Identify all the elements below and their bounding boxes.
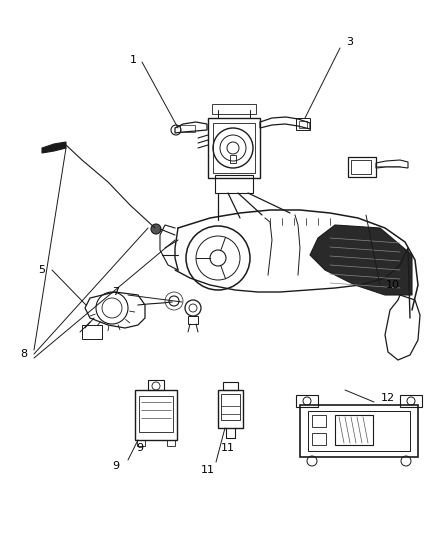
Text: 10: 10 <box>386 280 400 290</box>
Bar <box>188 316 198 324</box>
Text: 12: 12 <box>381 393 395 403</box>
Bar <box>300 405 418 457</box>
Bar <box>218 390 243 428</box>
Bar <box>296 395 318 407</box>
Bar <box>351 160 371 174</box>
Bar <box>148 380 164 390</box>
Bar <box>230 155 236 163</box>
Bar <box>208 118 260 178</box>
Text: 11: 11 <box>221 443 235 453</box>
Bar <box>308 411 410 451</box>
Bar <box>400 395 422 407</box>
Text: 7: 7 <box>113 287 120 297</box>
Text: 9: 9 <box>137 443 144 453</box>
Bar <box>137 440 145 446</box>
Bar <box>299 121 307 128</box>
Bar <box>213 123 255 173</box>
Bar <box>212 104 256 114</box>
Bar <box>296 118 310 130</box>
Bar <box>82 325 102 339</box>
Bar <box>312 433 326 445</box>
Text: 5: 5 <box>39 265 46 275</box>
Polygon shape <box>310 225 412 295</box>
Bar <box>223 382 238 390</box>
Bar <box>139 396 173 432</box>
Bar <box>221 394 240 420</box>
Bar <box>312 415 326 427</box>
Bar <box>215 175 253 193</box>
Text: 1: 1 <box>130 55 137 65</box>
Circle shape <box>151 224 161 234</box>
Bar <box>348 157 376 177</box>
Text: 8: 8 <box>21 349 28 359</box>
Polygon shape <box>42 142 66 153</box>
Text: 11: 11 <box>201 465 215 475</box>
Bar <box>135 390 177 440</box>
Bar <box>335 415 373 445</box>
Bar <box>180 125 195 132</box>
Text: 9: 9 <box>113 461 120 471</box>
Text: 3: 3 <box>346 37 353 47</box>
Bar <box>167 440 175 446</box>
